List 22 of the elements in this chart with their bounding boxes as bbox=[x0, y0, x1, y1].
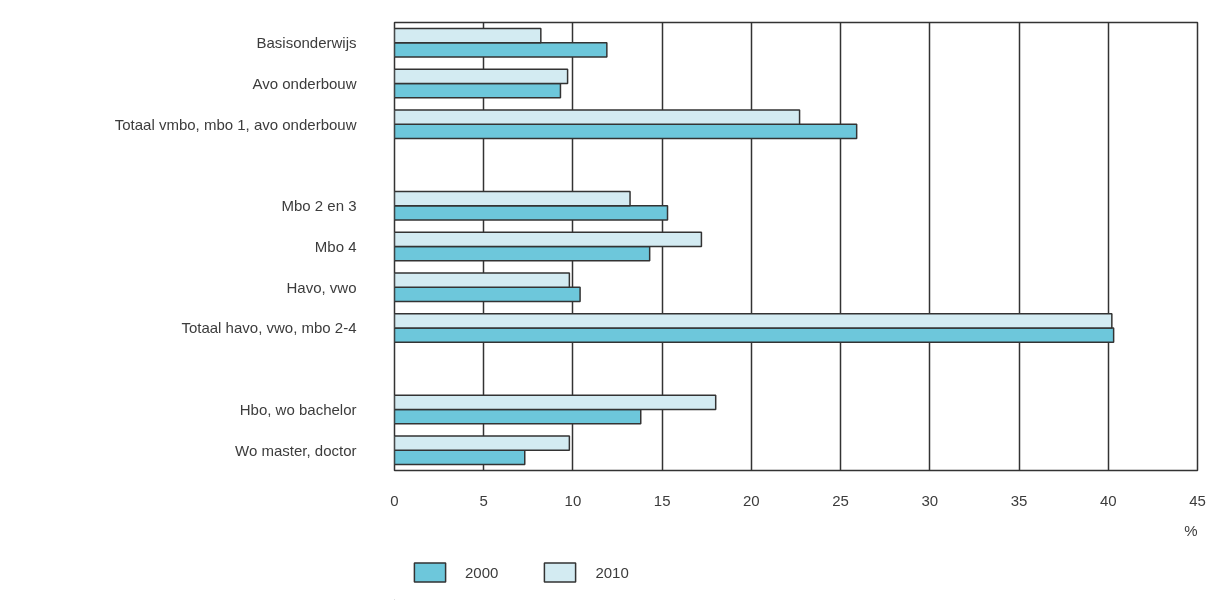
x-tick-label: 20 bbox=[743, 491, 760, 509]
x-tick-label: 30 bbox=[921, 491, 939, 509]
x-axis-title: % bbox=[1184, 521, 1198, 539]
y-tick-label: Mbo 4 bbox=[314, 238, 357, 255]
legend-label: 2000 bbox=[465, 563, 499, 581]
y-tick-label: Totaal vmbo, mbo 1, avo onderbouw bbox=[114, 115, 357, 133]
x-tick-label: 45 bbox=[1189, 491, 1206, 509]
y-tick-label: Mbo 2 en 3 bbox=[281, 197, 357, 215]
y-tick-label: Hbo, wo bachelor bbox=[239, 400, 357, 418]
x-tick-label: 35 bbox=[1010, 491, 1028, 509]
x-tick-label: 25 bbox=[832, 491, 849, 509]
x-tick-label: 40 bbox=[1099, 491, 1117, 509]
legend-label: 2010 bbox=[595, 563, 629, 581]
y-tick-label: Havo, vwo bbox=[286, 278, 357, 296]
y-tick-label: Wo master, doctor bbox=[235, 441, 357, 459]
x-tick-label: 5 bbox=[479, 491, 488, 509]
y-tick-label: Basisonderwijs bbox=[256, 34, 357, 52]
x-tick-label: 10 bbox=[564, 491, 582, 509]
y-tick-label: Avo onderbouw bbox=[252, 75, 357, 93]
x-tick-label: 0 bbox=[390, 491, 399, 509]
y-tick-label: Totaal havo, vwo, mbo 2-4 bbox=[181, 319, 357, 337]
x-tick-label: 15 bbox=[653, 491, 671, 509]
